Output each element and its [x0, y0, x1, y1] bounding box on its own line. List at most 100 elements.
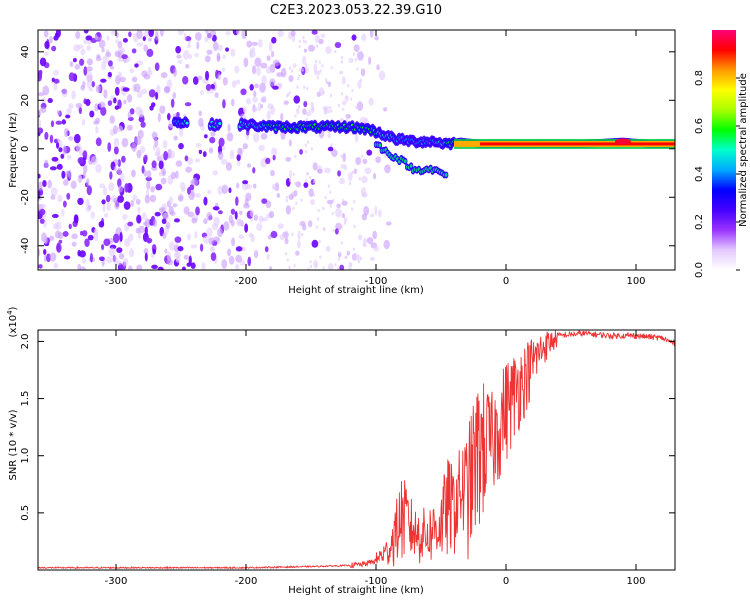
- noise-speckle: [106, 202, 111, 212]
- noise-speckle: [383, 239, 390, 250]
- noise-speckle: [127, 221, 134, 227]
- noise-speckle: [56, 243, 62, 253]
- noise-speckle: [251, 41, 258, 47]
- noise-speckle: [227, 123, 231, 132]
- noise-speckle: [217, 71, 221, 81]
- noise-speckle: [117, 195, 125, 203]
- noise-speckle: [160, 177, 167, 185]
- noise-speckle: [196, 41, 200, 50]
- noise-speckle: [301, 233, 304, 237]
- noise-speckle: [122, 87, 130, 92]
- noise-speckle: [49, 235, 55, 241]
- noise-speckle: [53, 78, 60, 84]
- noise-speckle: [338, 223, 341, 227]
- noise-speckle: [102, 186, 108, 196]
- noise-speckle: [288, 91, 291, 95]
- noise-speckle: [86, 185, 92, 196]
- noise-speckle: [337, 267, 340, 270]
- noise-speckle: [385, 221, 392, 226]
- noise-speckle: [247, 163, 252, 168]
- noise-speckle: [231, 80, 237, 88]
- noise-speckle: [122, 261, 126, 267]
- noise-speckle: [259, 82, 266, 93]
- noise-speckle: [74, 64, 81, 70]
- noise-speckle: [61, 208, 65, 217]
- noise-speckle: [121, 54, 128, 60]
- noise-speckle: [313, 180, 316, 184]
- noise-speckle: [195, 206, 200, 216]
- noise-speckle: [324, 107, 327, 111]
- noise-speckle: [70, 180, 77, 189]
- noise-speckle: [131, 48, 137, 54]
- noise-speckle: [195, 142, 202, 148]
- noise-speckle: [236, 154, 241, 162]
- noise-speckle: [190, 262, 196, 269]
- noise-speckle: [218, 137, 225, 147]
- noise-speckle: [83, 164, 88, 174]
- noise-speckle: [50, 187, 58, 196]
- noise-speckle: [131, 76, 138, 83]
- noise-speckle: [251, 65, 257, 75]
- noise-speckle: [342, 107, 345, 111]
- noise-speckle: [329, 106, 332, 110]
- noise-speckle: [112, 233, 120, 244]
- noise-speckle: [140, 88, 148, 95]
- noise-speckle: [157, 266, 164, 270]
- noise-speckle: [126, 124, 133, 131]
- noise-speckle: [324, 196, 327, 200]
- noise-speckle: [242, 143, 248, 150]
- noise-speckle: [107, 100, 113, 107]
- snr-series-line: [38, 330, 675, 570]
- spectrogram-x-label: Height of straight line (km): [288, 285, 424, 296]
- noise-speckle: [210, 131, 216, 137]
- noise-speckle: [154, 211, 161, 217]
- noise-speckle: [118, 264, 124, 270]
- noise-speckle: [102, 204, 106, 213]
- noise-speckle: [130, 169, 136, 178]
- noise-speckle: [71, 241, 77, 247]
- noise-speckle: [86, 66, 93, 72]
- noise-speckle: [311, 239, 319, 248]
- noise-speckle: [268, 41, 273, 52]
- noise-speckle: [133, 83, 141, 93]
- noise-speckle: [298, 40, 301, 44]
- noise-speckle: [229, 149, 235, 160]
- noise-speckle: [154, 137, 159, 148]
- noise-speckle: [105, 256, 113, 264]
- noise-speckle: [61, 88, 68, 98]
- noise-speckle: [296, 85, 299, 89]
- noise-speckle: [203, 218, 208, 225]
- noise-speckle: [83, 38, 87, 45]
- noise-speckle: [210, 83, 215, 90]
- noise-speckle: [378, 70, 386, 81]
- noise-speckle: [294, 155, 297, 159]
- noise-speckle: [267, 103, 274, 110]
- noise-speckle: [62, 230, 69, 237]
- spectrogram-y-label: Frequency (Hz): [8, 112, 19, 188]
- noise-speckle: [225, 31, 231, 36]
- noise-speckle: [128, 31, 132, 38]
- noise-speckle: [62, 145, 67, 156]
- noise-speckle: [337, 257, 340, 261]
- noise-speckle: [258, 215, 264, 223]
- noise-speckle: [339, 118, 342, 122]
- noise-speckle: [361, 192, 368, 198]
- noise-speckle: [63, 179, 69, 186]
- noise-speckle: [341, 92, 344, 96]
- noise-speckle: [63, 255, 71, 260]
- noise-speckle: [106, 35, 110, 41]
- noise-speckle: [254, 57, 262, 67]
- noise-speckle: [107, 60, 113, 67]
- noise-speckle: [208, 237, 215, 245]
- noise-speckle: [73, 44, 81, 52]
- noise-speckle: [114, 86, 120, 96]
- noise-speckle: [183, 254, 189, 260]
- noise-speckle: [290, 30, 296, 37]
- noise-speckle: [98, 39, 106, 49]
- noise-speckle: [352, 52, 355, 56]
- noise-speckle: [355, 105, 358, 109]
- noise-speckle: [307, 220, 313, 228]
- noise-speckle: [235, 79, 241, 85]
- noise-speckle: [81, 257, 87, 264]
